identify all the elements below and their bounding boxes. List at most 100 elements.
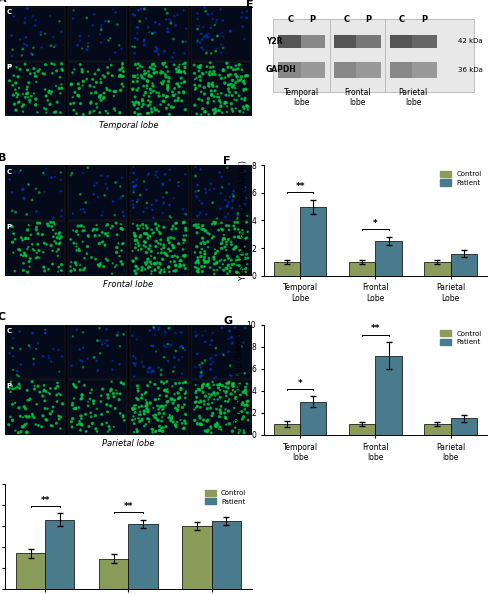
Point	[170, 266, 178, 275]
Point	[145, 417, 153, 427]
Point	[12, 208, 20, 217]
Point	[128, 196, 136, 206]
Point	[210, 252, 217, 262]
Point	[151, 259, 158, 268]
Text: P: P	[6, 64, 11, 70]
Point	[112, 87, 120, 96]
Point	[41, 266, 49, 275]
Point	[208, 9, 215, 18]
Point	[58, 27, 65, 36]
Point	[52, 40, 60, 50]
Point	[134, 73, 142, 83]
Point	[145, 244, 153, 253]
Point	[56, 238, 64, 248]
Point	[217, 239, 225, 249]
Point	[207, 422, 215, 431]
Point	[180, 67, 188, 76]
Point	[129, 10, 137, 19]
Point	[226, 370, 234, 380]
Point	[151, 105, 159, 115]
Point	[164, 24, 172, 33]
Point	[219, 259, 227, 269]
Point	[97, 410, 105, 419]
Point	[130, 101, 138, 110]
Point	[135, 402, 143, 412]
Point	[227, 63, 235, 73]
Point	[110, 392, 118, 402]
Point	[196, 208, 204, 217]
Point	[69, 209, 77, 218]
Point	[50, 32, 58, 42]
Point	[168, 394, 176, 404]
Point	[171, 96, 179, 105]
Point	[151, 265, 159, 274]
Point	[45, 87, 53, 97]
Point	[165, 27, 173, 37]
Point	[156, 239, 164, 249]
Point	[26, 254, 34, 264]
Point	[103, 400, 111, 409]
Point	[24, 234, 32, 243]
Point	[222, 264, 230, 273]
Point	[177, 73, 185, 83]
Point	[94, 365, 102, 375]
Point	[117, 257, 125, 267]
Point	[35, 253, 43, 262]
Point	[241, 186, 248, 195]
Point	[39, 392, 47, 401]
Point	[40, 381, 48, 390]
Point	[40, 262, 48, 272]
Point	[110, 91, 118, 101]
Point	[182, 231, 190, 240]
Text: *: *	[298, 378, 303, 387]
Point	[227, 389, 235, 399]
Point	[180, 261, 188, 270]
Point	[50, 344, 58, 353]
Point	[133, 197, 141, 206]
Point	[204, 10, 212, 19]
Point	[218, 183, 226, 192]
Point	[120, 82, 127, 92]
Point	[207, 424, 215, 433]
Point	[109, 389, 117, 398]
Point	[154, 363, 162, 372]
Point	[162, 422, 170, 431]
Point	[129, 403, 137, 413]
Point	[236, 201, 244, 211]
Point	[216, 380, 224, 389]
Point	[180, 251, 187, 261]
Point	[166, 211, 174, 221]
Point	[195, 223, 203, 232]
Point	[160, 402, 168, 411]
Point	[129, 162, 137, 172]
Point	[74, 221, 82, 231]
Point	[117, 378, 125, 387]
Text: Parietal lobe: Parietal lobe	[102, 439, 154, 449]
Point	[173, 10, 181, 20]
Point	[9, 365, 17, 375]
Point	[221, 73, 229, 82]
Point	[195, 220, 203, 229]
Point	[218, 173, 226, 182]
Point	[146, 100, 154, 109]
Point	[179, 343, 187, 353]
Point	[19, 235, 27, 245]
Point	[198, 420, 206, 430]
Point	[191, 80, 199, 90]
Point	[138, 95, 146, 104]
Point	[239, 398, 247, 408]
Point	[198, 383, 206, 392]
Point	[89, 419, 96, 428]
Point	[150, 367, 158, 376]
Point	[229, 380, 237, 390]
Point	[16, 35, 24, 44]
Point	[208, 336, 216, 345]
Point	[159, 60, 167, 70]
Point	[205, 79, 213, 88]
Point	[119, 191, 127, 201]
Point	[134, 224, 142, 234]
Point	[170, 257, 178, 267]
Point	[221, 195, 229, 205]
Point	[21, 18, 29, 27]
Point	[201, 258, 209, 267]
